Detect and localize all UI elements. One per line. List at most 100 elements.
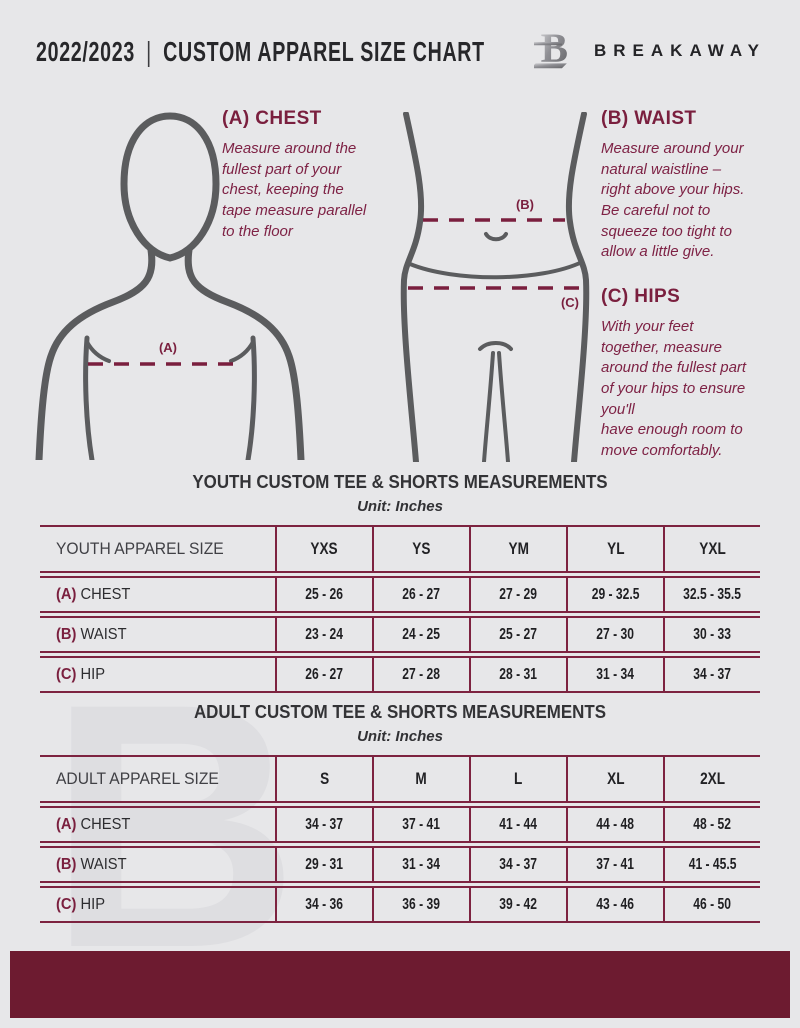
right-inner-leg: [497, 351, 510, 462]
lower-body-figure: [400, 112, 590, 462]
diagram-label-b: (B): [515, 197, 535, 212]
size-value-cell: 41 - 45.5: [663, 846, 760, 883]
size-l: L: [514, 769, 523, 788]
instruction-chest: (A) CHEST Measure around the fullest par…: [222, 108, 412, 242]
size-header-cell: M: [372, 755, 469, 803]
logo-swoosh: [534, 63, 567, 69]
row-label-cell: (B) WAIST: [40, 846, 275, 883]
row-label: WAIST: [80, 625, 127, 643]
youth-chest-row: (A) CHEST 25 - 26 26 - 27 27 - 29 29 - 3…: [40, 576, 760, 613]
youth-size-table: YOUTH APPAREL SIZE YXS YS YM YL YXL (A) …: [40, 522, 760, 696]
value: 30 - 33: [693, 625, 732, 643]
page-title: 2022/2023 | CUSTOM APPAREL SIZE CHART: [36, 36, 485, 68]
size-value-cell: 29 - 32.5: [566, 576, 663, 613]
adult-size-label-cell: ADULT APPAREL SIZE: [40, 755, 275, 803]
value: 34 - 37: [693, 665, 732, 683]
size-ym: YM: [508, 539, 529, 558]
value: 26 - 27: [402, 585, 441, 603]
row-prefix: (A): [56, 585, 77, 603]
size-value-cell: 26 - 27: [275, 656, 372, 693]
row-label: CHEST: [80, 585, 131, 603]
youth-size-label-cell: YOUTH APPAREL SIZE: [40, 525, 275, 573]
size-header-cell: YXS: [275, 525, 372, 573]
size-header-cell: XL: [566, 755, 663, 803]
size-s: S: [319, 769, 330, 788]
row-label: HIP: [80, 895, 106, 913]
value: 29 - 32.5: [591, 585, 640, 603]
value: 24 - 25: [402, 625, 441, 643]
header-year: 2022/2023: [36, 36, 135, 67]
value: 31 - 34: [596, 665, 635, 683]
size-value-cell: 46 - 50: [663, 886, 760, 923]
size-header-cell: YXL: [663, 525, 760, 573]
adult-table-title: ADULT CUSTOM TEE & SHORTS MEASUREMENTS: [193, 702, 607, 722]
row-prefix: (B): [56, 855, 77, 873]
row-label-cell: (A) CHEST: [40, 576, 275, 613]
instruction-chest-heading: (A) CHEST: [222, 108, 322, 129]
size-value-cell: 24 - 25: [372, 616, 469, 653]
navel: [484, 232, 508, 242]
instruction-waist-text: Measure around your natural waistline – …: [601, 140, 745, 261]
youth-size-label: YOUTH APPAREL SIZE: [56, 539, 224, 558]
value: 48 - 52: [693, 815, 732, 833]
left-torso-outline: [400, 112, 425, 462]
size-value-cell: 31 - 34: [566, 656, 663, 693]
value: 31 - 34: [402, 855, 441, 873]
row-label-cell: (C) HIP: [40, 886, 275, 923]
value: 27 - 30: [596, 625, 635, 643]
value: 25 - 26: [305, 585, 344, 603]
left-inner-leg: [482, 351, 495, 462]
size-value-cell: 34 - 37: [275, 806, 372, 843]
size-m: M: [415, 769, 428, 788]
diagram-label-c: (C): [560, 295, 580, 310]
youth-header-row: YOUTH APPAREL SIZE YXS YS YM YL YXL: [40, 525, 760, 573]
value: 32.5 - 35.5: [683, 585, 742, 603]
size-value-cell: 48 - 52: [663, 806, 760, 843]
row-label-cell: (B) WAIST: [40, 616, 275, 653]
size-value-cell: 34 - 37: [469, 846, 566, 883]
value: 25 - 27: [499, 625, 538, 643]
adult-chest-row: (A) CHEST 34 - 37 37 - 41 41 - 44 44 - 4…: [40, 806, 760, 843]
value: 36 - 39: [402, 895, 441, 913]
youth-table-subtitle: Unit: Inches: [357, 498, 443, 515]
youth-waist-row: (B) WAIST 23 - 24 24 - 25 25 - 27 27 - 3…: [40, 616, 760, 653]
diagram-label-a: (A): [158, 340, 178, 355]
instruction-hips: (C) HIPS With your feet together, measur…: [601, 286, 791, 462]
size-value-cell: 30 - 33: [663, 616, 760, 653]
size-value-cell: 43 - 46: [566, 886, 663, 923]
adult-size-label: ADULT APPAREL SIZE: [56, 769, 219, 788]
instruction-waist-heading: (B) WAIST: [601, 108, 697, 129]
row-prefix: (A): [56, 815, 77, 833]
adult-table-subtitle: Unit: Inches: [357, 728, 443, 745]
size-value-cell: 44 - 48: [566, 806, 663, 843]
size-value-cell: 28 - 31: [469, 656, 566, 693]
crotch-line: [478, 341, 513, 351]
value: 37 - 41: [596, 855, 635, 873]
right-inner-arm: [245, 335, 257, 460]
watermark-b: B: [48, 631, 299, 1020]
value: 34 - 37: [499, 855, 538, 873]
size-value-cell: 27 - 28: [372, 656, 469, 693]
row-label-cell: (A) CHEST: [40, 806, 275, 843]
size-xl: XL: [606, 769, 625, 788]
logo-b-glyph: B: [541, 25, 568, 71]
value: 41 - 45.5: [688, 855, 737, 873]
value: 34 - 37: [305, 815, 344, 833]
size-header-cell: S: [275, 755, 372, 803]
value: 46 - 50: [693, 895, 732, 913]
adult-waist-row: (B) WAIST 29 - 31 31 - 34 34 - 37 37 - 4…: [40, 846, 760, 883]
size-value-cell: 32.5 - 35.5: [663, 576, 760, 613]
size-header-cell: YL: [566, 525, 663, 573]
right-armpit: [229, 340, 255, 363]
right-torso-outline: [565, 112, 590, 462]
value: 26 - 27: [305, 665, 344, 683]
header-divider: |: [146, 36, 152, 67]
size-value-cell: 36 - 39: [372, 886, 469, 923]
instruction-chest-text: Measure around the fullest part of your …: [222, 140, 367, 240]
brand-name: BREAKAWAY: [594, 41, 766, 60]
size-value-cell: 26 - 27: [372, 576, 469, 613]
size-value-cell: 34 - 37: [663, 656, 760, 693]
upper-body-figure: [35, 112, 305, 460]
value: 23 - 24: [305, 625, 344, 643]
row-label: WAIST: [80, 855, 127, 873]
